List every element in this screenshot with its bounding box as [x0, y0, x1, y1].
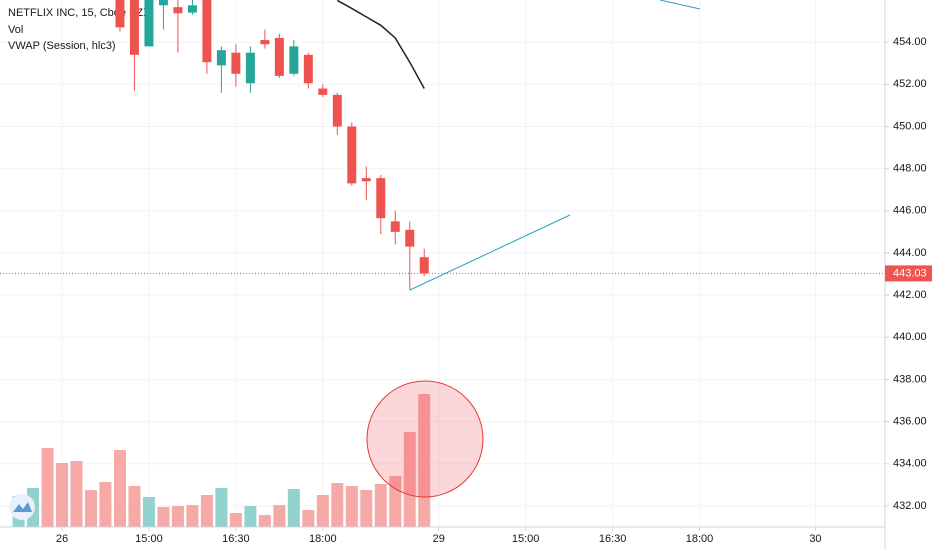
y-tick-label: 448.00 [893, 163, 927, 175]
volume-bar [215, 488, 228, 527]
candle-body [129, 0, 139, 55]
x-tick-label: 18:00 [686, 533, 714, 545]
candle-body [245, 52, 255, 84]
y-tick-label: 440.00 [893, 331, 927, 343]
volume-bar [200, 495, 213, 527]
volume-bar [99, 482, 112, 527]
candle-body [187, 5, 197, 13]
volume-bar [56, 463, 69, 527]
y-tick-label: 432.00 [893, 500, 927, 512]
x-tick-label: 29 [433, 533, 445, 545]
y-tick-label: 436.00 [893, 416, 927, 428]
candle-body [144, 0, 154, 47]
legend: NETFLIX INC, 15, Cboe BZX Vol VWAP (Sess… [8, 7, 151, 52]
candle-body [231, 52, 241, 74]
volume-bar [113, 450, 126, 527]
candle-body [216, 50, 226, 66]
volume-bar [331, 483, 344, 527]
y-tick-label: 442.00 [893, 289, 927, 301]
indicator-label: Vol [8, 24, 23, 36]
candle-body [318, 88, 328, 95]
volume-bar [389, 476, 402, 527]
volume-bar [229, 513, 242, 527]
logo-icon [13, 502, 32, 512]
candle-body [303, 54, 313, 84]
volume-bar [360, 490, 373, 527]
y-tick-label: 434.00 [893, 458, 927, 470]
x-tick-label: 16:30 [599, 533, 627, 545]
vwap-line [336, 0, 425, 89]
volume-bar [244, 506, 257, 527]
volume-bar [316, 495, 329, 527]
candle-body [260, 40, 270, 45]
volume-bar [70, 461, 83, 527]
candle-body [289, 46, 299, 74]
candle-body [347, 126, 357, 184]
volume-bar [142, 497, 155, 527]
candle-body [405, 229, 415, 247]
x-tick-label: 15:00 [135, 533, 163, 545]
volume-bar [157, 507, 170, 527]
trend-line [409, 214, 571, 291]
candle-body [390, 221, 400, 232]
volume-bar [403, 432, 416, 527]
candle-body [173, 7, 183, 14]
volume-bar [171, 506, 184, 527]
volume-bar [287, 489, 300, 527]
x-tick-label: 18:00 [309, 533, 337, 545]
volume-bar [302, 510, 315, 527]
volume-bar [374, 484, 387, 527]
x-tick-label: 30 [809, 533, 821, 545]
y-tick-label: 454.00 [893, 36, 927, 48]
candle-body [419, 257, 429, 274]
volume-bar [418, 394, 431, 527]
y-tick-label: 450.00 [893, 120, 927, 132]
candle-body [115, 0, 125, 28]
indicator-label: VWAP (Session, hlc3) [8, 40, 116, 52]
trend-line [659, 0, 701, 10]
chart-title: NETFLIX INC, 15, Cboe BZX [8, 7, 151, 19]
volume-bar [186, 505, 199, 527]
y-tick-label: 452.00 [893, 78, 927, 90]
volume-bar [41, 448, 54, 527]
candle-body [361, 178, 371, 182]
highlight-circle [366, 380, 484, 498]
candle-body [332, 94, 342, 127]
x-tick-label: 15:00 [512, 533, 540, 545]
y-tick-label: 444.00 [893, 247, 927, 259]
volume-bar [345, 486, 358, 527]
candle-body [202, 0, 212, 63]
x-tick-label: 16:30 [222, 533, 250, 545]
last-price-label: 443.03 [893, 267, 927, 279]
x-tick-label: 26 [56, 533, 68, 545]
candle-body [274, 37, 284, 76]
y-tick-label: 438.00 [893, 373, 927, 385]
drawings [366, 0, 701, 498]
candle-body [158, 0, 168, 6]
logo-badge [9, 494, 35, 520]
last-price-badge [885, 265, 932, 282]
y-tick-label: 446.00 [893, 205, 927, 217]
candle-body [376, 178, 386, 219]
volume-bar [258, 515, 271, 527]
volume-bar [273, 505, 286, 527]
volume-bar [128, 486, 141, 527]
logo [9, 494, 35, 520]
volume-bar [84, 490, 97, 527]
axes: 432.00 434.00 436.00 438.00 440.00 442.00 444.… [56, 36, 932, 545]
